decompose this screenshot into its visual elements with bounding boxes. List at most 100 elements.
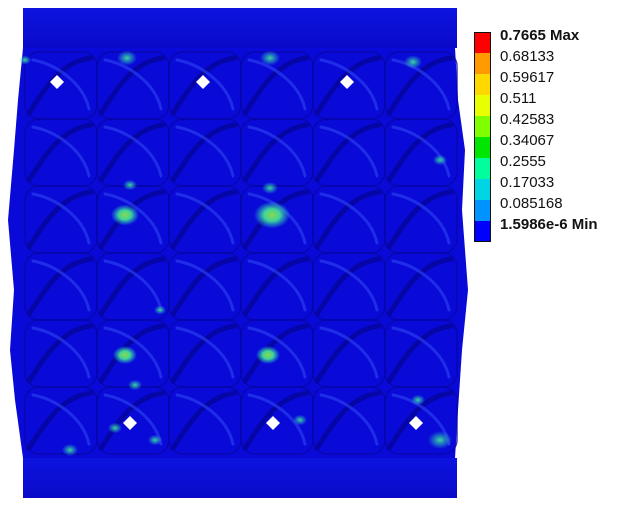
- cell-highlight: [175, 125, 235, 178]
- color-legend: 0.7665 Max 0.68133 0.59617 0.511 0.42583 0.34…: [474, 28, 624, 263]
- legend-label-4: 0.42583: [500, 111, 555, 128]
- legend-swatch-0: [474, 32, 491, 53]
- cell-crease: [242, 256, 310, 317]
- cell-crease: [98, 323, 166, 384]
- legend-label-3: 0.511: [500, 90, 537, 107]
- legend-swatch-8: [474, 200, 491, 221]
- stress-hotspot: [19, 55, 31, 65]
- legend-label-5: 0.34067: [500, 132, 555, 149]
- lattice-hole: [340, 75, 354, 89]
- stress-hotspot: [293, 414, 307, 426]
- stress-hotspot: [404, 55, 422, 69]
- stress-hotspot: [262, 182, 278, 194]
- cell-highlight: [391, 125, 451, 178]
- cell-highlight: [175, 393, 235, 446]
- cell-crease: [98, 55, 166, 116]
- top-plate: [23, 8, 457, 48]
- cell-highlight: [319, 393, 379, 446]
- cell-crease: [242, 122, 310, 183]
- cell-highlight: [103, 125, 163, 178]
- cell-crease: [314, 390, 382, 451]
- stress-hotspots: [19, 50, 452, 456]
- cell-highlight: [319, 58, 379, 111]
- lattice-hole: [266, 416, 280, 430]
- legend-swatch-6: [474, 158, 491, 179]
- cell-crease: [26, 189, 94, 250]
- lattice-hole: [123, 416, 137, 430]
- cell-highlight: [103, 326, 163, 379]
- cell-crease: [314, 323, 382, 384]
- cell-highlight: [175, 326, 235, 379]
- legend-swatch-1: [474, 53, 491, 74]
- stress-hotspot: [433, 154, 447, 166]
- cell-highlight: [247, 259, 307, 312]
- cell-crease: [386, 323, 454, 384]
- legend-swatch-3: [474, 95, 491, 116]
- cell-crease: [170, 55, 238, 116]
- cell-crease: [314, 55, 382, 116]
- legend-label-9: 1.5986e-6 Min: [500, 216, 598, 233]
- cell-highlight: [31, 326, 91, 379]
- cell-crease: [386, 55, 454, 116]
- cell-highlight: [103, 259, 163, 312]
- cell-crease: [98, 256, 166, 317]
- cell-highlight: [391, 58, 451, 111]
- legend-swatch-7: [474, 179, 491, 200]
- cell-border: [384, 386, 458, 455]
- stress-hotspot: [254, 201, 290, 229]
- legend-swatch-5: [474, 137, 491, 158]
- cell-highlight: [319, 326, 379, 379]
- cell-highlight: [319, 259, 379, 312]
- cell-highlight: [247, 58, 307, 111]
- legend-swatch-2: [474, 74, 491, 95]
- cell-highlight: [247, 326, 307, 379]
- stress-hotspot: [62, 444, 78, 456]
- cell-crease: [26, 390, 94, 451]
- cell-highlight: [391, 259, 451, 312]
- cell-highlight: [31, 192, 91, 245]
- cell-highlight: [175, 192, 235, 245]
- cell-highlight: [247, 393, 307, 446]
- cell-crease: [386, 122, 454, 183]
- stress-hotspot: [128, 379, 142, 391]
- cell-crease: [170, 323, 238, 384]
- cell-highlight: [103, 58, 163, 111]
- stress-hotspot: [123, 179, 137, 191]
- cell-crease: [26, 122, 94, 183]
- stress-hotspot: [108, 422, 122, 434]
- cell-crease: [242, 55, 310, 116]
- legend-swatch-9: [474, 221, 491, 242]
- stress-hotspot: [256, 346, 280, 364]
- cell-crease: [170, 390, 238, 451]
- cell-crease: [314, 256, 382, 317]
- cell-highlight: [391, 326, 451, 379]
- stress-hotspot: [428, 431, 452, 449]
- cell-highlight: [391, 192, 451, 245]
- stress-hotspot: [411, 394, 425, 406]
- cell-crease: [98, 390, 166, 451]
- stress-hotspot: [148, 434, 162, 446]
- legend-label-8: 0.085168: [500, 195, 563, 212]
- lattice-hole: [50, 75, 64, 89]
- legend-label-6: 0.2555: [500, 153, 546, 170]
- cell-highlight: [31, 259, 91, 312]
- stress-hotspot: [154, 305, 166, 315]
- lattice-hole: [409, 416, 423, 430]
- cell-highlight: [175, 58, 235, 111]
- cell-highlight: [103, 192, 163, 245]
- cell-crease: [386, 256, 454, 317]
- cell-highlight: [31, 58, 91, 111]
- lattice-holes: [50, 75, 423, 430]
- cell-crease: [170, 256, 238, 317]
- cell-crease: [26, 256, 94, 317]
- cell-highlight: [31, 393, 91, 446]
- stress-hotspot: [117, 50, 137, 66]
- bottom-plate: [23, 458, 457, 498]
- legend-label-7: 0.17033: [500, 174, 555, 191]
- cell-highlight: [247, 125, 307, 178]
- legend-label-2: 0.59617: [500, 69, 555, 86]
- cell-crease: [26, 323, 94, 384]
- lattice-hole: [196, 75, 210, 89]
